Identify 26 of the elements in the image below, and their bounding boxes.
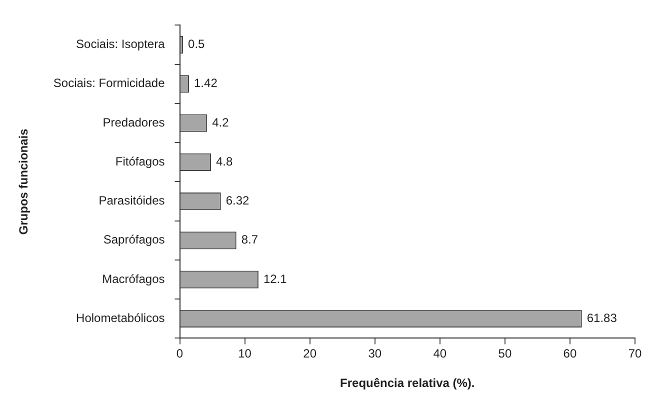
y-tick-label: Holometabólicos (76, 310, 165, 325)
x-tick-label: 50 (498, 346, 512, 361)
x-tick-label: 30 (368, 346, 382, 361)
x-tick-label: 70 (628, 346, 642, 361)
y-tick-label: Macrófagos (102, 272, 165, 286)
y-tick-label: Sociais: Formicidade (53, 76, 166, 90)
y-axis-title: Grupos funcionais (16, 128, 31, 235)
x-tick-label: 0 (176, 346, 184, 361)
data-label: 6.32 (226, 194, 250, 208)
x-tick-label: 40 (433, 346, 447, 361)
y-tick-label: Predadores (102, 115, 165, 130)
x-tick-label: 20 (303, 346, 317, 361)
y-tick-label: Parasitóides (98, 194, 165, 208)
x-tick-label: 10 (238, 346, 252, 361)
data-label: 4.2 (212, 115, 230, 130)
data-label: 12.1 (263, 272, 288, 286)
data-label: 0.5 (188, 37, 206, 52)
y-tick-label: Sociais: Isoptera (76, 37, 166, 52)
x-axis-title: Frequência relativa (%). (340, 376, 475, 390)
y-tick-label: Saprófagos (103, 232, 165, 247)
data-label: 8.7 (241, 232, 258, 247)
y-tick-label: Fitófagos (115, 154, 165, 168)
data-label: 61.83 (586, 310, 618, 325)
x-tick-label: 60 (563, 346, 577, 361)
data-label: 4.8 (216, 154, 233, 168)
data-label: 1.42 (194, 76, 218, 90)
